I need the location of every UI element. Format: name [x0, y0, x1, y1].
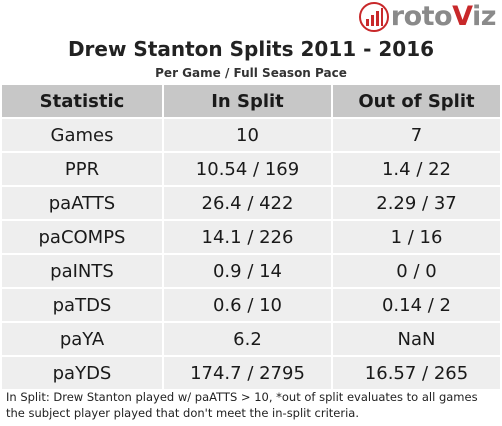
stat-name: paINTS	[2, 255, 162, 287]
in-split-value: 0.6 / 10	[162, 289, 331, 321]
in-split-value: 14.1 / 226	[162, 221, 331, 253]
splits-table: Statistic In Split Out of Split Games 10…	[2, 83, 500, 391]
in-split-value: 10	[162, 119, 331, 151]
stat-name: PPR	[2, 153, 162, 185]
table-row: Games 10 7	[2, 119, 500, 151]
table-header-row: Statistic In Split Out of Split	[2, 85, 500, 117]
bar-chart-logo-icon	[358, 2, 389, 32]
in-split-value: 0.9 / 14	[162, 255, 331, 287]
stat-name: paTDS	[2, 289, 162, 321]
table-row: PPR 10.54 / 169 1.4 / 22	[2, 153, 500, 185]
out-of-split-value: 0 / 0	[331, 255, 500, 287]
header-statistic: Statistic	[2, 85, 162, 117]
footnote: In Split: Drew Stanton played w/ paATTS …	[6, 390, 478, 420]
table-row: paATTS 26.4 / 422 2.29 / 37	[2, 187, 500, 219]
stat-name: paCOMPS	[2, 221, 162, 253]
stat-name: paATTS	[2, 187, 162, 219]
out-of-split-value: 2.29 / 37	[331, 187, 500, 219]
out-of-split-value: 7	[331, 119, 500, 151]
stat-name: Games	[2, 119, 162, 151]
header-in-split: In Split	[162, 85, 331, 117]
table-row: paCOMPS 14.1 / 226 1 / 16	[2, 221, 500, 253]
table-row: paINTS 0.9 / 14 0 / 0	[2, 255, 500, 287]
in-split-value: 10.54 / 169	[162, 153, 331, 185]
stat-name: paYDS	[2, 357, 162, 389]
out-of-split-value: 1 / 16	[331, 221, 500, 253]
out-of-split-value: 0.14 / 2	[331, 289, 500, 321]
in-split-value: 6.2	[162, 323, 331, 355]
table-row: paYDS 174.7 / 2795 16.57 / 265	[2, 357, 500, 389]
stat-name: paYA	[2, 323, 162, 355]
page-subtitle: Per Game / Full Season Pace	[155, 66, 347, 80]
table-row: paYA 6.2 NaN	[2, 323, 500, 355]
rotoviz-logo: rotoViz	[358, 1, 497, 32]
header-out-of-split: Out of Split	[331, 85, 500, 117]
page-title: Drew Stanton Splits 2011 - 2016	[67, 37, 435, 61]
in-split-value: 174.7 / 2795	[162, 357, 331, 389]
out-of-split-value: 16.57 / 265	[331, 357, 500, 389]
in-split-value: 26.4 / 422	[162, 187, 331, 219]
out-of-split-value: 1.4 / 22	[331, 153, 500, 185]
logo-wordmark: rotoViz	[390, 1, 497, 32]
table-row: paTDS 0.6 / 10 0.14 / 2	[2, 289, 500, 321]
out-of-split-value: NaN	[331, 323, 500, 355]
